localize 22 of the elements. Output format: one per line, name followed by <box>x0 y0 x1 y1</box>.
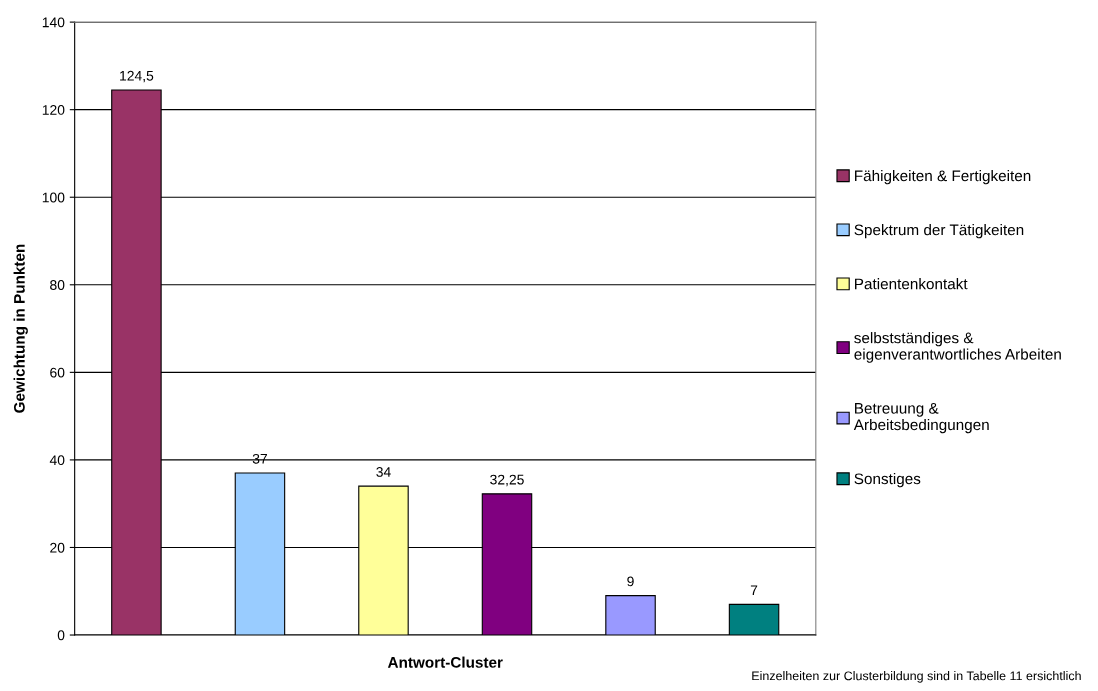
y-tick-label: 40 <box>49 455 65 466</box>
legend-label: Spektrum der Tätigkeiten <box>854 224 1024 239</box>
legend-label: Sonstiges <box>854 472 921 488</box>
legend-label: Betreuung & Arbeitsbedingungen <box>853 402 989 434</box>
legend-label: Patientenkontakt <box>855 278 968 290</box>
y-tick-label: 20 <box>50 542 65 553</box>
y-axis-title: Gewichtung in Punkten <box>13 244 28 413</box>
data-label: 124,5 <box>120 70 154 83</box>
y-tick-label: 120 <box>42 105 65 115</box>
x-axis-title: Antwort-Cluster <box>387 656 503 668</box>
y-tick-label: 100 <box>42 192 65 203</box>
text: Einzelheiten zur Clusterbildung sind in Tabelle 11 ersichtlich <box>752 671 1081 683</box>
data-label: 9 <box>627 576 634 587</box>
legend-label: Fähigkeiten & Fertigkeiten <box>855 170 1031 185</box>
data-label: 32,25 <box>490 474 524 487</box>
data-label: 34 <box>376 467 391 477</box>
y-tick-label: 140 <box>42 17 65 28</box>
y-tick-label: 60 <box>50 367 65 378</box>
data-label: 7 <box>750 585 758 595</box>
legend-label: selbstständiges & eigenverantwortliches Arbeiten <box>854 332 1061 363</box>
y-tick-label: 80 <box>50 280 65 290</box>
y-tick-label: 0 <box>57 630 65 641</box>
